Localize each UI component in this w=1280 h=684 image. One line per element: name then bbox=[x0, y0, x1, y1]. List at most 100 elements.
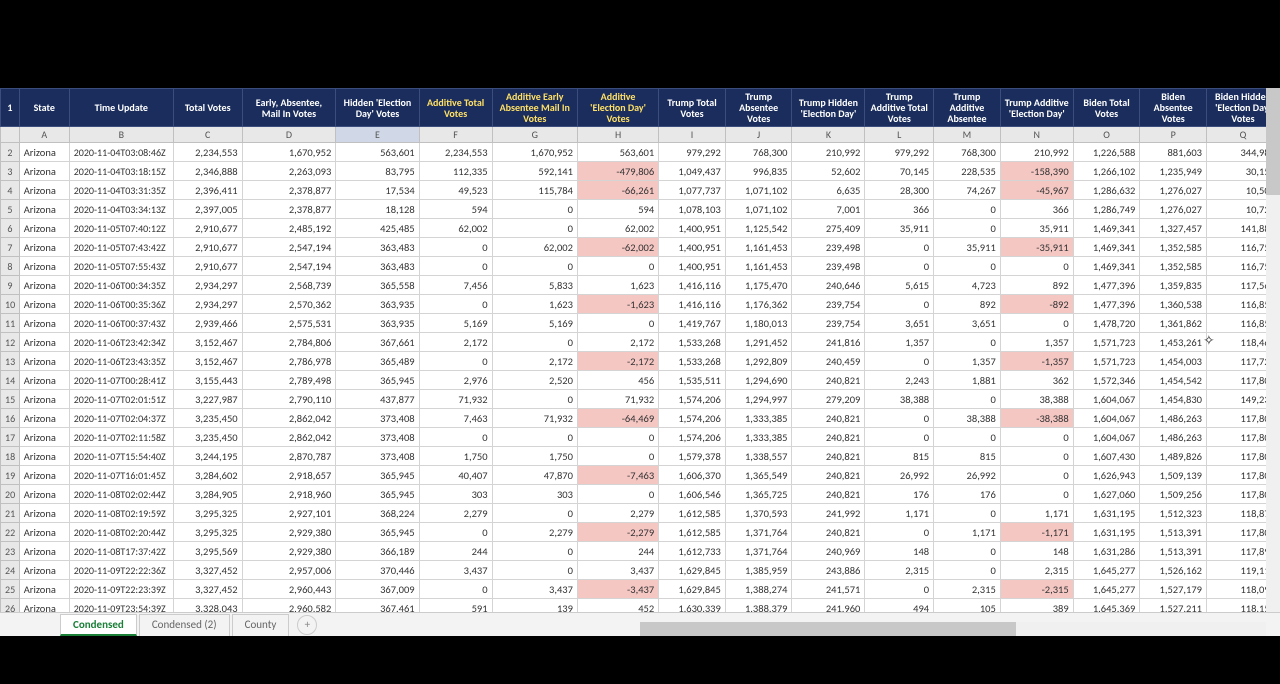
cell[interactable]: 1,612,585 bbox=[659, 504, 726, 523]
cell[interactable]: 370,446 bbox=[336, 561, 419, 580]
cell[interactable]: 0 bbox=[492, 542, 577, 561]
cell[interactable]: 7,001 bbox=[792, 200, 865, 219]
cell[interactable]: 1,291,452 bbox=[725, 333, 792, 352]
cell[interactable]: 1,360,538 bbox=[1140, 295, 1207, 314]
cell[interactable]: 17,534 bbox=[336, 181, 419, 200]
cell[interactable]: 365,945 bbox=[336, 523, 419, 542]
cell[interactable]: 1,513,391 bbox=[1140, 523, 1207, 542]
row-header-15[interactable]: 15 bbox=[1, 390, 20, 409]
cell[interactable]: 1,750 bbox=[492, 447, 577, 466]
cell[interactable]: 210,992 bbox=[1000, 143, 1073, 162]
cell[interactable]: 366 bbox=[865, 200, 934, 219]
cell[interactable]: Arizona bbox=[19, 257, 69, 276]
table-row[interactable]: 8Arizona2020-11-05T07:55:43Z2,910,6772,5… bbox=[1, 257, 1280, 276]
cell[interactable]: 0 bbox=[492, 504, 577, 523]
cell[interactable]: -892 bbox=[1000, 295, 1073, 314]
cell[interactable]: 3,284,905 bbox=[173, 485, 242, 504]
cell[interactable]: 2,396,411 bbox=[173, 181, 242, 200]
cell[interactable]: 1,670,952 bbox=[492, 143, 577, 162]
cell[interactable]: 2,346,888 bbox=[173, 162, 242, 181]
cell[interactable]: -45,967 bbox=[1000, 181, 1073, 200]
row-header-13[interactable]: 13 bbox=[1, 352, 20, 371]
row-header-25[interactable]: 25 bbox=[1, 580, 20, 599]
cell[interactable]: 0 bbox=[934, 390, 1001, 409]
cell[interactable]: 1,627,060 bbox=[1073, 485, 1140, 504]
table-row[interactable]: 4Arizona2020-11-04T03:31:35Z2,396,4112,3… bbox=[1, 181, 1280, 200]
cell[interactable]: -1,623 bbox=[577, 295, 658, 314]
cell[interactable]: 1,125,542 bbox=[725, 219, 792, 238]
cell[interactable]: 3,437 bbox=[419, 561, 492, 580]
cell[interactable]: 5,169 bbox=[419, 314, 492, 333]
cell[interactable]: 2,918,960 bbox=[242, 485, 336, 504]
cell[interactable]: -66,261 bbox=[577, 181, 658, 200]
cell[interactable]: 437,877 bbox=[336, 390, 419, 409]
cell[interactable]: 2,485,192 bbox=[242, 219, 336, 238]
cell[interactable]: Arizona bbox=[19, 314, 69, 333]
cell[interactable]: 1,416,116 bbox=[659, 276, 726, 295]
cell[interactable]: 0 bbox=[865, 238, 934, 257]
cell[interactable]: 240,821 bbox=[792, 409, 865, 428]
cell[interactable]: 2020-11-07T00:28:41Z bbox=[69, 371, 173, 390]
cell[interactable]: 0 bbox=[934, 542, 1001, 561]
cell[interactable]: 148 bbox=[1000, 542, 1073, 561]
cell[interactable]: 1,226,588 bbox=[1073, 143, 1140, 162]
cell[interactable]: 0 bbox=[865, 352, 934, 371]
cell[interactable]: 0 bbox=[934, 504, 1001, 523]
cell[interactable]: 0 bbox=[492, 390, 577, 409]
cell[interactable]: 3,155,443 bbox=[173, 371, 242, 390]
cell[interactable]: 0 bbox=[492, 257, 577, 276]
cell[interactable]: 1,607,430 bbox=[1073, 447, 1140, 466]
table-row[interactable]: 23Arizona2020-11-08T17:37:42Z3,295,5692,… bbox=[1, 542, 1280, 561]
cell[interactable]: -1,171 bbox=[1000, 523, 1073, 542]
cell[interactable]: 1,645,277 bbox=[1073, 580, 1140, 599]
cell[interactable]: 2,570,362 bbox=[242, 295, 336, 314]
cell[interactable]: 2020-11-08T02:02:44Z bbox=[69, 485, 173, 504]
cell[interactable]: 979,292 bbox=[659, 143, 726, 162]
cell[interactable]: 1,527,179 bbox=[1140, 580, 1207, 599]
cell[interactable]: 0 bbox=[865, 523, 934, 542]
cell[interactable]: 0 bbox=[934, 428, 1001, 447]
cell[interactable]: 2020-11-08T02:19:59Z bbox=[69, 504, 173, 523]
cell[interactable]: 1,881 bbox=[934, 371, 1001, 390]
cell[interactable]: 892 bbox=[1000, 276, 1073, 295]
cell[interactable]: 2020-11-09T22:23:39Z bbox=[69, 580, 173, 599]
cell[interactable]: 1,631,195 bbox=[1073, 504, 1140, 523]
cell[interactable]: -38,388 bbox=[1000, 409, 1073, 428]
cell[interactable]: 363,935 bbox=[336, 314, 419, 333]
cell[interactable]: 2,862,042 bbox=[242, 409, 336, 428]
cell[interactable]: 71,932 bbox=[577, 390, 658, 409]
cell[interactable]: 0 bbox=[419, 523, 492, 542]
cell[interactable]: 0 bbox=[1000, 314, 1073, 333]
cell[interactable]: 275,409 bbox=[792, 219, 865, 238]
table-row[interactable]: 2Arizona2020-11-04T03:08:46Z2,234,5531,6… bbox=[1, 143, 1280, 162]
cell[interactable]: 239,498 bbox=[792, 257, 865, 276]
cell[interactable]: 1,419,767 bbox=[659, 314, 726, 333]
cell[interactable]: Arizona bbox=[19, 561, 69, 580]
table-row[interactable]: 9Arizona2020-11-06T00:34:35Z2,934,2972,5… bbox=[1, 276, 1280, 295]
cell[interactable]: 3,152,467 bbox=[173, 352, 242, 371]
cell[interactable]: 240,821 bbox=[792, 447, 865, 466]
cell[interactable]: 70,145 bbox=[865, 162, 934, 181]
cell[interactable]: 1,604,067 bbox=[1073, 409, 1140, 428]
cell[interactable]: 0 bbox=[419, 257, 492, 276]
cell[interactable]: 1,574,206 bbox=[659, 390, 726, 409]
cell[interactable]: 2020-11-04T03:31:35Z bbox=[69, 181, 173, 200]
cell[interactable]: 0 bbox=[419, 295, 492, 314]
cell[interactable]: 1,574,206 bbox=[659, 409, 726, 428]
cell[interactable]: 1,071,102 bbox=[725, 181, 792, 200]
cell[interactable]: 1,416,116 bbox=[659, 295, 726, 314]
cell[interactable]: 1,535,511 bbox=[659, 371, 726, 390]
cell[interactable]: 240,821 bbox=[792, 428, 865, 447]
cell[interactable]: 74,267 bbox=[934, 181, 1001, 200]
row-header-8[interactable]: 8 bbox=[1, 257, 20, 276]
cell[interactable]: 1,276,027 bbox=[1140, 181, 1207, 200]
table-row[interactable]: 13Arizona2020-11-06T23:43:35Z3,152,4672,… bbox=[1, 352, 1280, 371]
table-row[interactable]: 16Arizona2020-11-07T02:04:37Z3,235,4502,… bbox=[1, 409, 1280, 428]
cell[interactable]: 2020-11-07T02:04:37Z bbox=[69, 409, 173, 428]
row-header-22[interactable]: 22 bbox=[1, 523, 20, 542]
table-row[interactable]: 18Arizona2020-11-07T15:54:40Z3,244,1952,… bbox=[1, 447, 1280, 466]
cell[interactable]: 1,604,067 bbox=[1073, 428, 1140, 447]
cell[interactable]: 365,945 bbox=[336, 466, 419, 485]
cell[interactable]: 1,533,268 bbox=[659, 333, 726, 352]
cell[interactable]: 373,408 bbox=[336, 428, 419, 447]
